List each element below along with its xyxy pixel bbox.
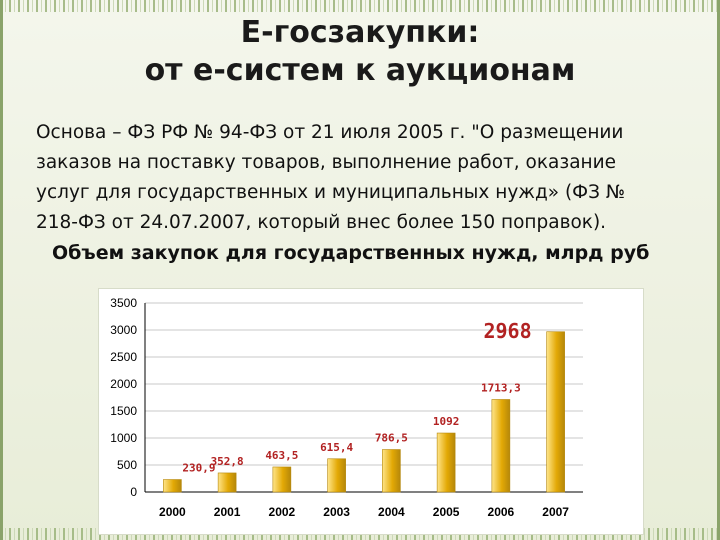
slide-title-line-1: Е-госзакупки: xyxy=(240,15,480,50)
x-tick-label: 2004 xyxy=(378,505,405,519)
bar xyxy=(491,399,511,493)
slide-body-text: Основа – ФЗ РФ № 94-ФЗ от 21 июля 2005 г… xyxy=(36,118,720,238)
y-tick-label: 500 xyxy=(117,458,137,472)
x-tick-label: 2001 xyxy=(214,505,241,519)
x-tick-label: 2005 xyxy=(433,505,460,519)
chart-panel: 0 500 1000 1500 2000 2500 3000 3500 2000 230,9 200… xyxy=(98,288,644,535)
right-decorative-bar xyxy=(717,0,720,540)
bar xyxy=(163,479,182,493)
bar xyxy=(436,432,456,493)
x-tick-label: 2006 xyxy=(488,505,515,519)
y-tick-label: 3500 xyxy=(110,296,137,310)
y-tick-label: 1000 xyxy=(110,431,137,445)
data-label: 1713,3 xyxy=(481,381,521,394)
data-label: 230,9 xyxy=(182,462,215,475)
y-tick-label: 1500 xyxy=(110,404,137,418)
body-line: Основа – ФЗ РФ № 94-ФЗ от 21 июля 2005 г… xyxy=(36,122,624,143)
data-label: 352,8 xyxy=(211,455,244,468)
x-tick-label: 2002 xyxy=(269,505,296,519)
bar xyxy=(217,472,237,493)
data-label: 615,4 xyxy=(320,441,353,454)
bar xyxy=(327,458,346,493)
body-line: заказов на поставку товаров, выполнение … xyxy=(36,152,617,173)
x-tick-label: 2003 xyxy=(323,505,350,519)
slide-title-line-2: от е-систем к аукционам xyxy=(144,53,576,88)
top-decorative-pattern xyxy=(0,0,720,12)
bar-chart: 0 500 1000 1500 2000 2500 3000 3500 2000 230,9 200… xyxy=(110,296,583,519)
chart-heading: Объем закупок для государственных нужд, … xyxy=(52,242,650,264)
data-label: 2968 xyxy=(483,319,531,343)
left-decorative-bar xyxy=(0,0,3,540)
x-tick-label: 2007 xyxy=(542,505,569,519)
data-label: 1092 xyxy=(433,415,460,428)
y-tick-label: 0 xyxy=(130,485,137,499)
bar xyxy=(272,466,292,493)
y-tick-label: 3000 xyxy=(110,323,137,337)
y-tick-label: 2500 xyxy=(110,350,137,364)
bar xyxy=(382,449,401,493)
bar xyxy=(546,331,565,493)
slide-title: Е-госзакупки: от е-систем к аукционам xyxy=(0,14,720,90)
body-line: 218-ФЗ от 24.07.2007, который внес более… xyxy=(36,212,607,233)
data-label: 463,5 xyxy=(265,449,298,462)
body-line: услуг для государственных и муниципальны… xyxy=(36,182,626,203)
data-label: 786,5 xyxy=(375,432,408,445)
x-tick-label: 2000 xyxy=(159,505,186,519)
y-tick-label: 2000 xyxy=(110,377,137,391)
